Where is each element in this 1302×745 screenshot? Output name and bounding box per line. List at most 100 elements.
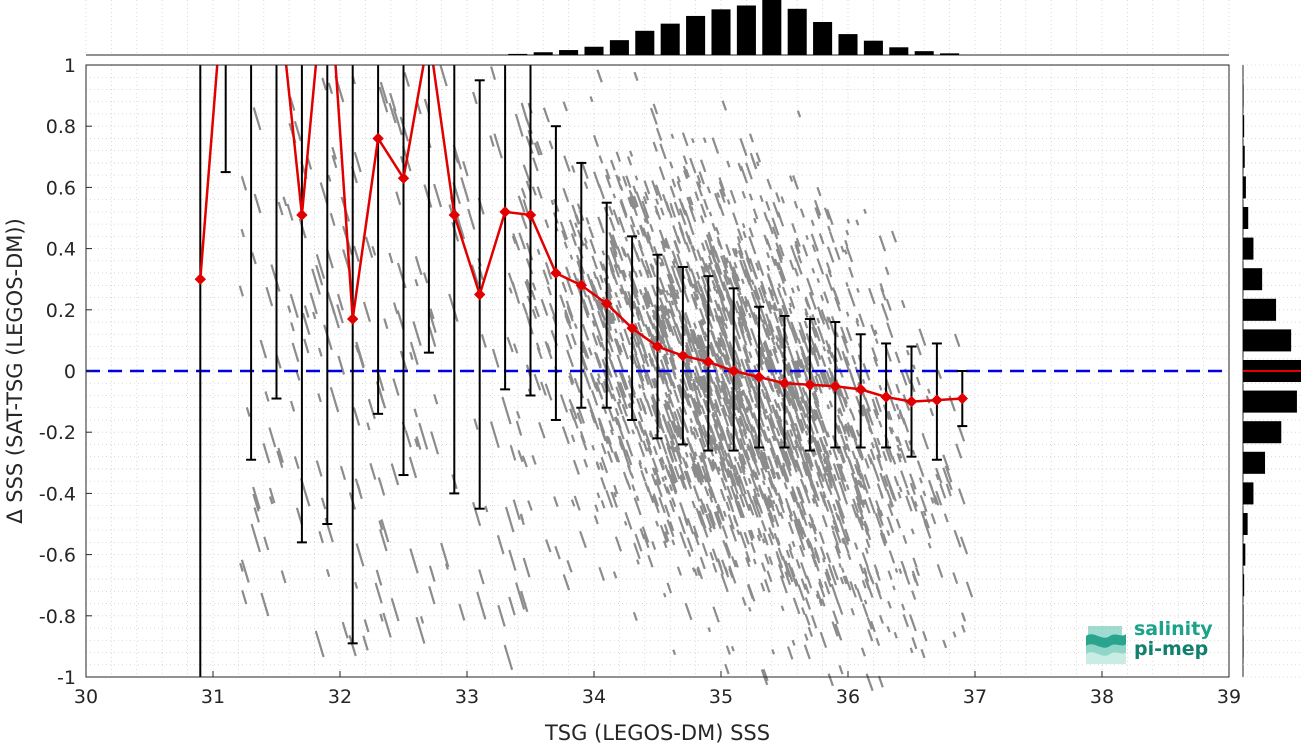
errorbar	[296, 65, 307, 544]
errorbar	[271, 65, 282, 400]
y-tick-label: 0	[64, 361, 76, 383]
x-tick-label: 39	[1217, 686, 1241, 708]
top-histogram-bar	[787, 8, 807, 56]
y-tick-label: 1	[64, 55, 76, 77]
right-histogram-bar	[1243, 237, 1254, 260]
main-plot-axes: 30 31 32 33 34 35 36 37 38 39 -1 -0.8 -0.6 -0.4 -0.2 0 0…	[39, 55, 1241, 708]
mean-marker	[829, 380, 842, 393]
mean-marker	[677, 349, 689, 362]
mean-marker	[524, 209, 537, 221]
top-histogram-bar	[609, 40, 629, 55]
mean-marker	[854, 383, 867, 396]
mean-marker	[651, 340, 664, 353]
logo-line-1: salinity	[1134, 618, 1213, 640]
mean-marker	[880, 391, 892, 403]
right-histogram-bar	[1243, 329, 1292, 352]
errorbar	[347, 65, 358, 645]
x-tick-label: 32	[328, 686, 352, 708]
errorbar	[500, 65, 511, 391]
mean-marker	[346, 313, 359, 325]
errorbar	[423, 65, 434, 354]
right-histogram-bar	[1243, 451, 1266, 474]
errorbar	[449, 65, 460, 495]
grid	[85, 64, 1230, 678]
mean-marker	[778, 377, 791, 389]
y-tick-label: 0.2	[46, 300, 76, 322]
y-tick-label: -0.6	[39, 545, 76, 567]
top-histogram-bar	[762, 0, 782, 55]
right-histogram-bar	[1243, 176, 1246, 199]
errorbar	[220, 65, 231, 174]
top-histogram-bar	[838, 34, 858, 55]
y-axis-label: Δ SSS (SAT-TSG (LEGOS-DM))	[3, 218, 27, 524]
y-tick-label: -0.2	[39, 422, 76, 444]
right-histogram-bar	[1243, 268, 1263, 291]
top-histogram-bar	[711, 9, 731, 56]
mean-marker	[931, 394, 943, 406]
top-histogram-bar	[940, 53, 960, 55]
top-histogram-bar	[686, 15, 706, 55]
right-histogram-bar	[1243, 421, 1282, 444]
y-tick-label: 0.4	[46, 239, 76, 261]
y-tick-label: -0.4	[39, 483, 76, 505]
top-histogram-bar	[533, 52, 553, 55]
mean-marker	[626, 322, 638, 334]
right-histogram-bar	[1243, 390, 1297, 413]
right-histogram-bar	[1243, 635, 1244, 658]
top-histogram-bar	[635, 30, 655, 55]
top-histogram-bar	[914, 51, 934, 55]
top-histogram-bar	[813, 22, 833, 55]
mean-line	[194, 65, 969, 408]
top-histogram-bar	[508, 53, 528, 55]
right-histogram-bar	[1243, 298, 1277, 321]
x-tick-label: 34	[582, 686, 606, 708]
y-tick-label: -1	[57, 667, 76, 689]
right-histogram-bar	[1243, 604, 1244, 627]
top-histogram-bar	[736, 5, 756, 55]
x-axis-label: TSG (LEGOS-DM) SSS	[544, 721, 770, 745]
y-tick-label: -0.8	[39, 606, 76, 628]
x-tick-label: 37	[963, 686, 987, 708]
mean-marker	[600, 297, 613, 310]
x-tick-label: 30	[74, 686, 98, 708]
mean-marker	[194, 273, 207, 285]
mean-marker	[956, 392, 969, 405]
x-tick-label: 35	[709, 686, 733, 708]
mean-marker	[296, 209, 308, 221]
mean-marker	[397, 172, 410, 184]
mean-marker	[727, 365, 740, 377]
top-histogram-axes	[85, 0, 1230, 56]
x-tick-label: 38	[1090, 686, 1114, 708]
right-histogram-bar	[1243, 512, 1248, 536]
mean-marker	[702, 356, 715, 368]
right-histogram-bar	[1243, 543, 1246, 566]
top-histogram-bar	[863, 40, 883, 55]
right-histogram-bar	[1243, 206, 1249, 230]
right-histogram-bar	[1243, 84, 1244, 107]
plot-frame	[85, 64, 1230, 678]
x-tick-label: 31	[201, 686, 225, 708]
errorbar	[373, 65, 384, 415]
errorbar	[322, 65, 333, 525]
mean-marker	[753, 371, 765, 383]
top-histogram-bar	[660, 23, 680, 55]
mean-marker	[499, 206, 511, 218]
right-histogram-bar	[1243, 482, 1254, 505]
y-tick-label: 0.8	[46, 116, 76, 138]
y-tick-label: 0.6	[46, 177, 76, 199]
right-histogram-axes	[1242, 64, 1302, 678]
errorbar	[525, 65, 536, 397]
top-histogram-bar	[559, 50, 579, 55]
x-tick-label: 33	[455, 686, 479, 708]
top-histogram-bar	[584, 46, 604, 55]
tick-labels: 30 31 32 33 34 35 36 37 38 39 -1 -0.8 -0.6 -0.4 -0.2 0 0…	[39, 55, 1241, 708]
mean-marker	[372, 132, 384, 145]
mean-marker	[905, 395, 918, 408]
salinity-pimep-logo-icon	[1086, 626, 1126, 664]
right-histogram-bar	[1243, 115, 1245, 138]
top-histogram-bar	[889, 47, 909, 55]
right-histogram-bar	[1243, 574, 1245, 597]
x-tick-label: 36	[836, 686, 860, 708]
logo-text: salinity pi-mep	[1134, 619, 1213, 659]
